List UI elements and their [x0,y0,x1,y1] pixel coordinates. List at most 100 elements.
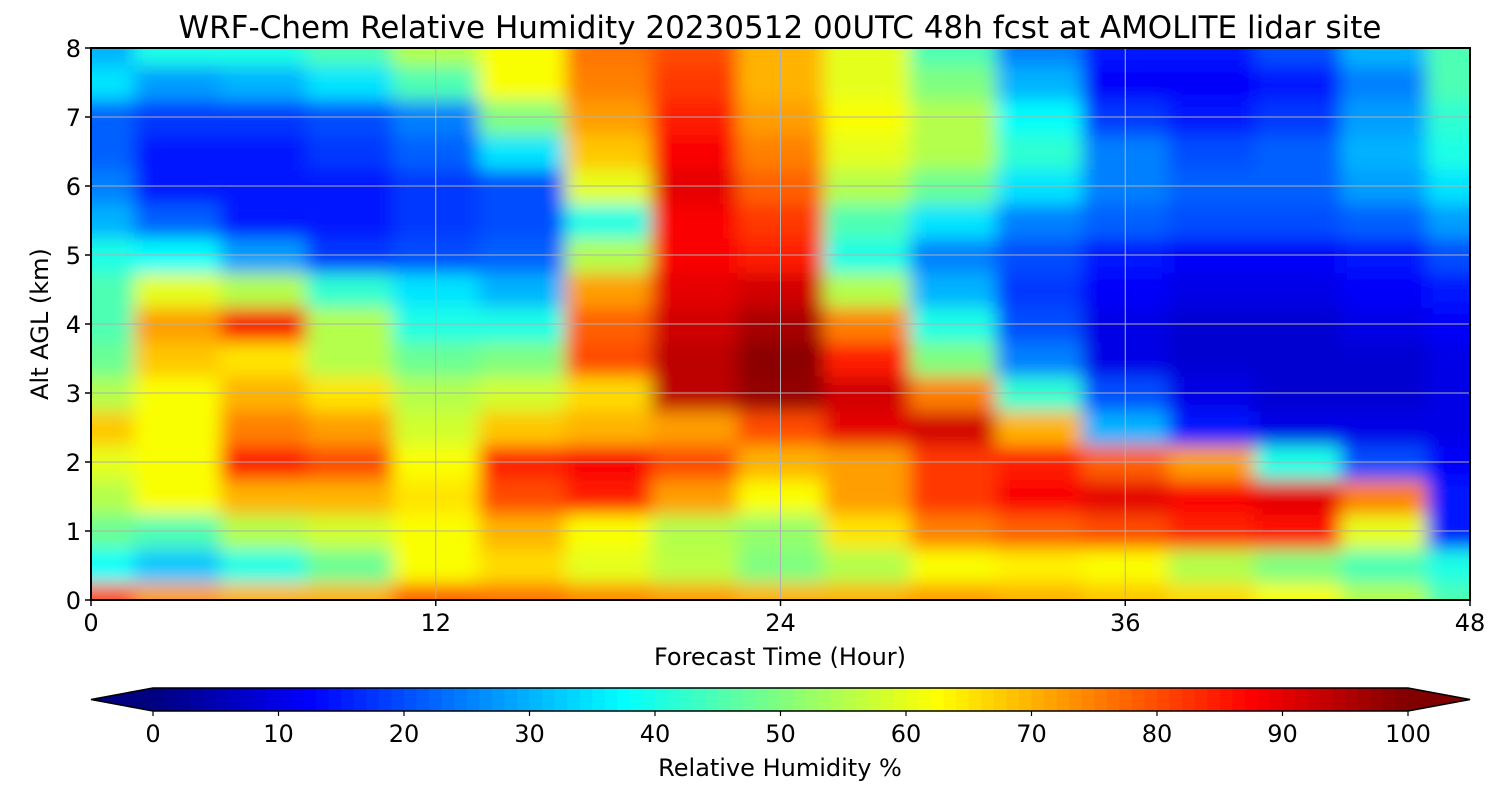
heatmap-cell [995,410,1084,446]
heatmap-cell [909,479,997,515]
colorbar-segment [1056,688,1070,711]
heatmap-cell [478,203,567,239]
colorbar-segment [479,688,493,711]
heatmap-cell [651,272,739,308]
heatmap-cell [306,65,394,101]
heatmap-cell [220,203,308,239]
colorbar [90,687,1471,712]
heatmap-cell [909,410,997,446]
heatmap-cell [1254,410,1342,446]
colorbar-segment [1018,688,1033,711]
colorbar-segment [1069,688,1083,711]
x-axis-ticks: 0 12 24 36 48 [83,600,1485,637]
colorbar-extend-low [91,688,153,711]
heatmap-cell [478,134,567,170]
colorbar-segment [943,688,957,711]
heatmap-cell [651,65,739,101]
heatmap-cell [478,341,567,377]
heatmap-cell [220,582,308,600]
colorbar-segment [366,688,380,711]
colorbar-segment [818,688,832,711]
heatmap-cell [995,582,1084,600]
colorbar-segment [190,688,204,711]
colorbar-segment [228,688,242,711]
heatmap-cell [909,203,997,239]
heatmap-cell [565,134,653,170]
heatmap-cell [1426,65,1470,101]
heatmap-cell [995,548,1084,584]
heatmap-cell [995,134,1084,170]
chart-title: WRF-Chem Relative Humidity 20230512 00UT… [178,10,1381,46]
colorbar-segment [956,688,970,711]
heatmap-cell [823,134,911,170]
heatmap-cell [306,272,394,308]
colorbar-segment [542,688,556,711]
heatmap-cell [651,134,739,170]
heatmap-cell [823,203,911,239]
colorbar-segment [692,688,706,711]
heatmap-cell [1254,65,1342,101]
heatmap-cell [1254,479,1342,515]
colorbar-segment [931,688,945,711]
colorbar-segment [767,688,782,711]
heatmap-cell [478,582,567,600]
colorbar-segment [1357,688,1371,711]
heatmap-cell [823,582,911,600]
heatmap-cell [995,479,1084,515]
heatmap-cell [909,272,997,308]
colorbar-segment [253,688,267,711]
heatmap-cell [909,134,997,170]
heatmap-cell [1254,48,1342,67]
colorbar-segment [1031,688,1045,711]
colorbar-segment [215,688,229,711]
y-tick-label: 0 [66,587,81,615]
heatmap-cell [478,48,567,67]
colorbar-segment [642,688,656,711]
colorbar-segment [1295,688,1309,711]
heatmap-cell [1168,548,1256,584]
colorbar-segment [303,688,317,711]
y-tick-label: 1 [66,518,81,546]
colorbar-segment [579,688,593,711]
heatmap-cell [220,548,308,584]
heatmap-cell [651,582,739,600]
colorbar-segment [1106,688,1120,711]
heatmap-cell [823,48,911,67]
colorbar-label: Relative Humidity % [658,754,902,782]
y-tick-label: 3 [66,380,81,408]
colorbar-tick-label: 0 [145,720,160,748]
colorbar-segment [203,688,217,711]
heatmap-cell [1168,341,1256,377]
heatmap-cell [1254,582,1342,600]
colorbar-segment [466,688,480,711]
heatmap-cell [565,341,653,377]
colorbar-extend-high [1408,688,1470,711]
colorbar-segment [880,688,895,711]
colorbar-segment [1119,688,1133,711]
heatmap-cell [220,479,308,515]
heatmap-cell [1168,203,1256,239]
colorbar-tick-label: 20 [389,720,420,748]
colorbar-segment [1244,688,1258,711]
colorbar-tick-label: 60 [891,720,922,748]
heatmap-cell [823,548,911,584]
heatmap-cell [91,272,136,308]
heatmap-cell [1168,65,1256,101]
heatmap-cell [1254,341,1342,377]
colorbar-segment [993,688,1007,711]
heatmap-cell [565,410,653,446]
colorbar-segment [240,688,254,711]
y-axis-ticks: 0 1 2 3 4 5 6 7 8 [66,35,91,615]
heatmap-cell [1340,479,1428,515]
colorbar-tick-label: 70 [1016,720,1047,748]
heatmap-cell [1426,272,1470,308]
colorbar-segment [353,688,367,711]
colorbar-segment [341,688,355,711]
colorbar-segment [516,688,531,711]
colorbar-segment [1307,688,1321,711]
heatmap-cell [1426,341,1470,377]
colorbar-segment [416,688,430,711]
colorbar-segment [968,688,982,711]
colorbar-segment [441,688,455,711]
